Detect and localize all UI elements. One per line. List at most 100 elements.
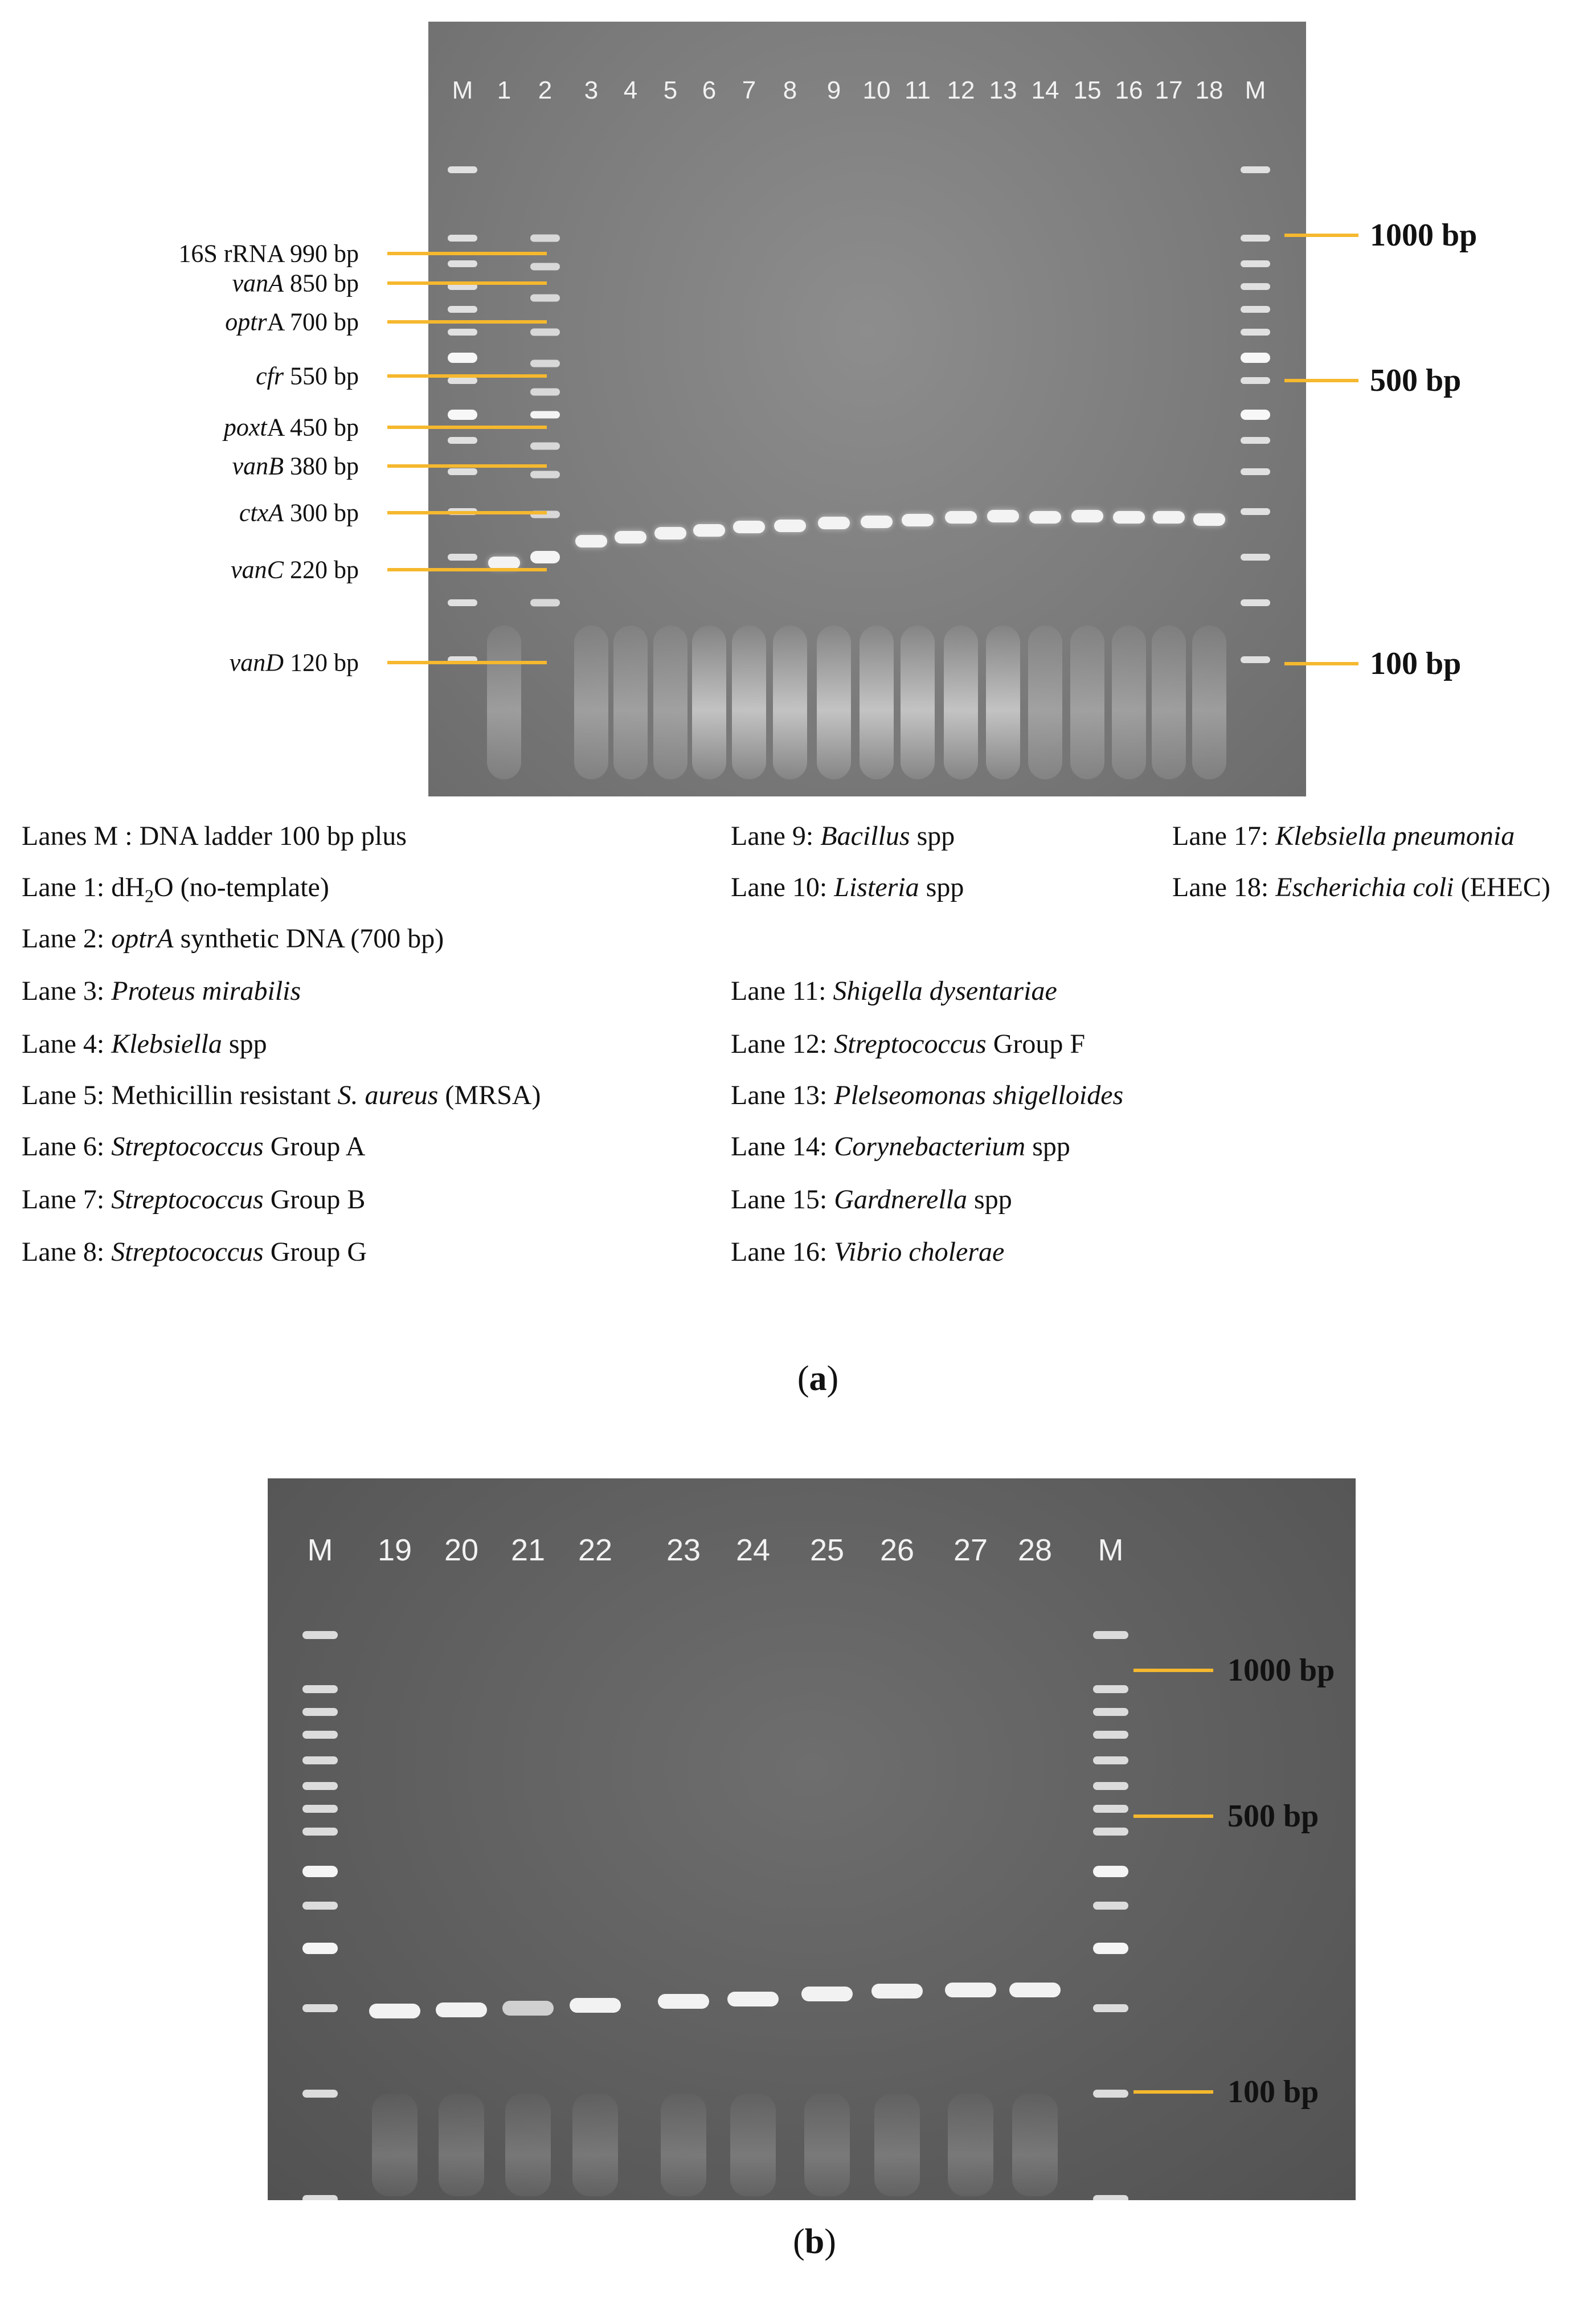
gene-marker-label: cfr 550 bp <box>256 362 359 390</box>
sample-band-a <box>902 514 934 526</box>
primer-smear-a <box>944 626 978 779</box>
gene-marker-label: ctxA 300 bp <box>239 498 359 527</box>
lane-label-a: 4 <box>623 76 638 104</box>
lane2-band-a <box>530 471 560 479</box>
lane-label-a: M <box>452 76 473 104</box>
ladder-band-b <box>302 1708 338 1716</box>
lane-label-b: 19 <box>377 1533 412 1567</box>
gene-marker-label: vanC 220 bp <box>231 555 359 584</box>
sample-band-a <box>1071 510 1103 522</box>
lane2-band-a <box>530 551 560 563</box>
sample-band-b <box>502 2001 554 2016</box>
sample-band-a <box>615 531 646 543</box>
primer-smear-a <box>986 626 1020 779</box>
size-marker-line-a <box>1284 234 1358 237</box>
primer-smear-a <box>1028 626 1062 779</box>
sample-band-a <box>987 510 1019 522</box>
primer-smear-a <box>487 626 521 779</box>
lane-label-a: 18 <box>1195 76 1223 104</box>
ladder-band-a <box>1241 468 1270 475</box>
gene-marker-line <box>387 374 547 378</box>
sample-band-b <box>801 1987 853 2001</box>
primer-smear-a <box>732 626 766 779</box>
gene-marker-line <box>387 320 547 324</box>
ladder-band-a <box>448 283 477 290</box>
ladder-band-a <box>448 166 477 173</box>
legend-entry: Lane 17: Klebsiella pneumonia <box>1172 821 1515 851</box>
ladder-band-b <box>302 1902 338 1910</box>
ladder-band-b <box>1093 1731 1128 1739</box>
lane-label-b: 22 <box>578 1533 613 1567</box>
lane-label-b: 20 <box>444 1533 479 1567</box>
ladder-band-a <box>1241 508 1270 515</box>
ladder-band-a <box>1241 329 1270 336</box>
sample-band-a <box>1153 511 1185 524</box>
ladder-band-a <box>448 468 477 475</box>
lane-label-a: 2 <box>538 76 553 104</box>
primer-smear-a <box>1192 626 1226 779</box>
sample-band-b <box>1009 1983 1061 1997</box>
size-marker-label-b: 100 bp <box>1227 2074 1319 2110</box>
ladder-band-a <box>1241 554 1270 561</box>
ladder-band-b <box>1093 1943 1128 1954</box>
sample-band-a <box>733 521 765 533</box>
ladder-band-a <box>448 410 477 420</box>
lane-label-a: 7 <box>742 76 756 104</box>
primer-smear-a <box>1112 626 1146 779</box>
ladder-band-b <box>302 1943 338 1954</box>
ladder-band-a <box>1241 166 1270 173</box>
primer-smear-a <box>1070 626 1104 779</box>
primer-smear-a <box>817 626 851 779</box>
ladder-band-b <box>302 2004 338 2012</box>
ladder-band-b <box>1093 2090 1128 2098</box>
gene-marker-line <box>387 661 547 664</box>
size-marker-line-b <box>1133 1814 1213 1818</box>
lane-label-a: 14 <box>1031 76 1059 104</box>
ladder-band-b <box>302 1828 338 1836</box>
lane-label-a: 11 <box>905 76 931 104</box>
ladder-band-b <box>1093 1782 1128 1790</box>
gene-marker-label: vanA 850 bp <box>232 269 359 297</box>
lane2-band-a <box>530 388 560 396</box>
primer-smear-b <box>572 2094 618 2196</box>
ladder-band-a <box>448 377 477 384</box>
primer-smear-b <box>661 2094 706 2196</box>
lane-label-a: 15 <box>1073 76 1102 104</box>
lane-label-a: 3 <box>584 76 599 104</box>
size-marker-label-a: 1000 bp <box>1370 218 1478 253</box>
lane-label-b: 26 <box>879 1533 915 1567</box>
sample-band-a <box>575 535 607 547</box>
gel-image-a: M 1 2 3 4 5 6 7 8 9 10 11 12 13 14 15 16 17 18 M <box>428 22 1306 796</box>
ladder-band-b <box>302 1805 338 1813</box>
primer-smear-a <box>653 626 687 779</box>
legend-entry: Lane 9: Bacillus spp <box>731 821 955 851</box>
legend-entry: Lanes M : DNA ladder 100 bp plus <box>22 821 407 851</box>
gene-marker-line <box>387 252 547 255</box>
primer-smear-b <box>439 2094 484 2196</box>
ladder-band-a <box>1241 283 1270 290</box>
primer-smear-b <box>874 2094 920 2196</box>
lane2-band-a <box>530 442 560 450</box>
size-marker-line-a <box>1284 379 1358 382</box>
ladder-band-b <box>302 1685 338 1693</box>
ladder-band-b <box>1093 1902 1128 1910</box>
ladder-band-a <box>1241 235 1270 242</box>
legend-entry: Lane 4: Klebsiella spp <box>22 1029 267 1059</box>
ladder-band-a <box>448 329 477 336</box>
legend-entry: Lane 5: Methicillin resistant S. aureus … <box>22 1080 541 1110</box>
legend-entry: Lane 15: Gardnerella spp <box>731 1184 1012 1215</box>
gene-marker-line <box>387 426 547 429</box>
lane-label-b: 27 <box>953 1533 988 1567</box>
lane-label-a: 13 <box>989 76 1017 104</box>
ladder-band-b <box>302 1631 338 1639</box>
lane-label-a: 9 <box>826 76 841 104</box>
ladder-band-a <box>1241 260 1270 267</box>
primer-smear-a <box>692 626 726 779</box>
ladder-band-a <box>448 235 477 242</box>
legend-entry: Lane 2: optrA synthetic DNA (700 bp) <box>22 923 444 954</box>
ladder-band-a <box>448 554 477 561</box>
lane-label-b: 21 <box>510 1533 546 1567</box>
primer-smear-b <box>372 2094 418 2196</box>
ladder-band-b <box>1093 1756 1128 1764</box>
primer-smear-b <box>505 2094 551 2196</box>
